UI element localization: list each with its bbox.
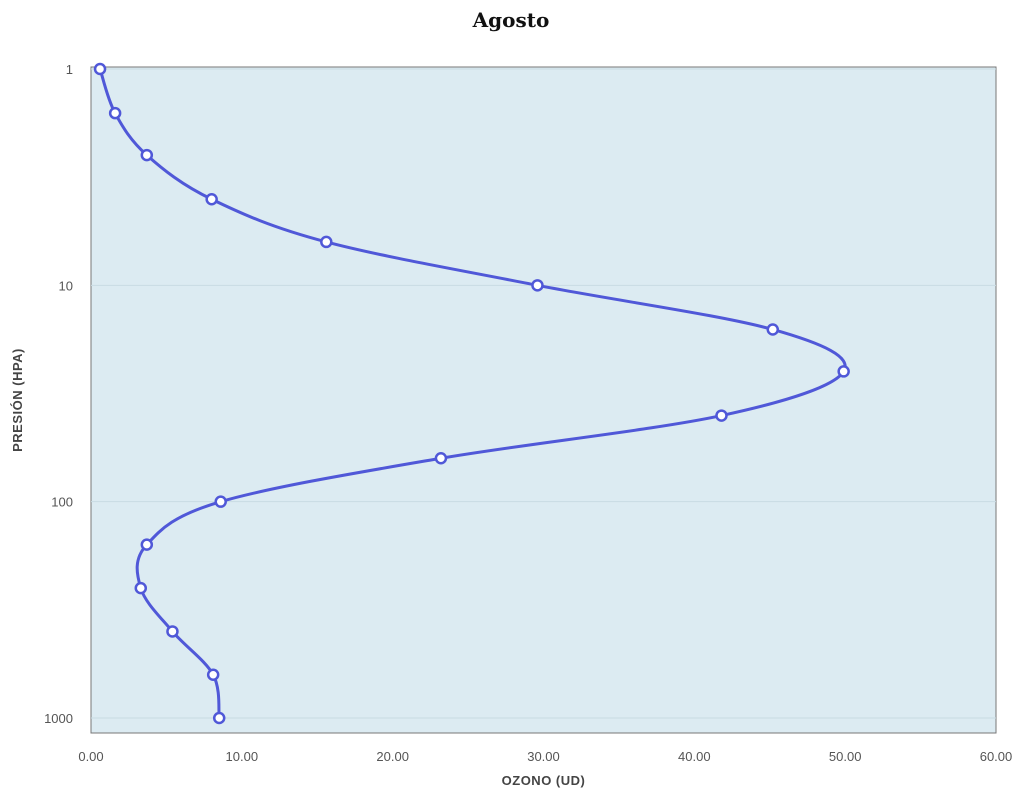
x-axis-ticks: 0.00 10.00 20.00 30.00 40.00 50.00 60.00 — [78, 749, 1012, 764]
x-tick-label: 20.00 — [376, 749, 409, 764]
y-tick-label: 1000 — [44, 711, 73, 726]
data-series — [93, 62, 850, 725]
data-point — [212, 711, 226, 725]
data-point — [140, 148, 154, 162]
x-tick-label: 10.00 — [226, 749, 259, 764]
y-tick-label: 1 — [66, 62, 73, 77]
y-axis-label: PRESIÓN (HPA) — [10, 348, 25, 452]
x-axis-label: OZONO (UD) — [502, 773, 586, 788]
data-point — [434, 452, 448, 465]
data-point — [531, 279, 544, 292]
data-point — [715, 409, 728, 422]
plot-area — [90, 66, 997, 734]
data-point — [214, 495, 227, 508]
data-point — [766, 323, 780, 336]
x-tick-label: 30.00 — [527, 749, 560, 764]
data-point — [93, 62, 107, 76]
data-point — [166, 625, 179, 638]
data-point — [140, 538, 154, 551]
x-tick-label: 40.00 — [678, 749, 711, 764]
x-tick-label: 60.00 — [980, 749, 1013, 764]
y-axis-ticks: 1 10 100 1000 — [44, 62, 73, 726]
data-point — [320, 235, 333, 249]
y-tick-label: 100 — [51, 495, 73, 510]
chart-title: Agosto — [472, 8, 550, 32]
y-tick-label: 10 — [59, 278, 73, 293]
data-point — [206, 668, 220, 681]
data-point — [134, 581, 148, 595]
data-point — [108, 106, 122, 120]
data-point — [837, 365, 850, 378]
data-point — [205, 192, 218, 206]
x-tick-label: 50.00 — [829, 749, 862, 764]
x-tick-label: 0.00 — [78, 749, 103, 764]
